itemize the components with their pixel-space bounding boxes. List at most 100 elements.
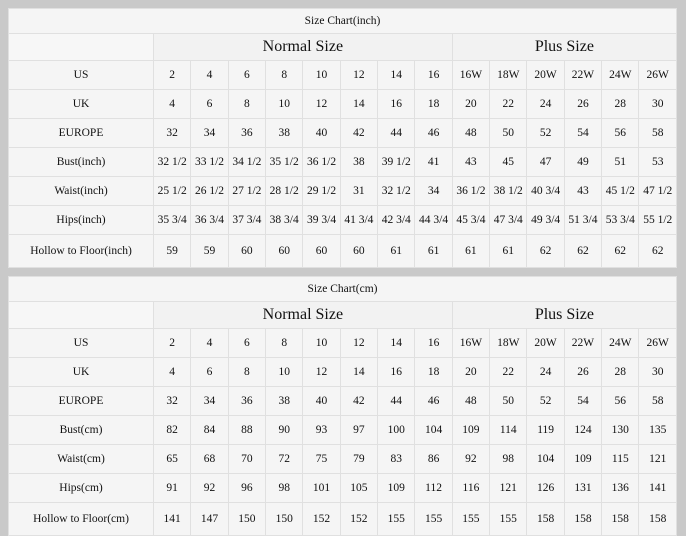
measurement-cell: 158 <box>563 502 603 536</box>
measurement-cell: 32 1/2 <box>377 176 416 206</box>
measurement-cell: 60 <box>227 234 267 268</box>
measurement-cell: 42 <box>339 386 379 416</box>
measurement-cell: 6 <box>227 60 267 90</box>
measurement-cell: 52 <box>526 386 565 416</box>
measurement-cell: 43 <box>451 147 491 177</box>
measurement-cell: 26W <box>638 60 677 90</box>
measurement-cell: 60 <box>339 234 379 268</box>
measurement-cell: 8 <box>227 89 267 119</box>
measurement-cell: 92 <box>190 473 229 503</box>
measurement-cell: 6 <box>190 357 229 387</box>
measurement-cell: 59 <box>190 234 229 268</box>
table-row: Hollow to Floor(inch) 59 59 60 60 60 60 61 61 61 6… <box>8 234 677 268</box>
measurement-cell: 49 <box>563 147 603 177</box>
measurement-cell: 35 3/4 <box>152 205 192 235</box>
measurement-cell: 2 <box>152 328 192 358</box>
measurement-cell: 20 <box>451 357 491 387</box>
measurement-cell: 101 <box>302 473 341 503</box>
measurement-cell: 131 <box>563 473 603 503</box>
measurement-cell: 91 <box>152 473 192 503</box>
measurement-cell: 83 <box>377 444 416 474</box>
measurement-cell: 18W <box>489 60 528 90</box>
group-header-normal-size: Normal Size <box>153 301 453 329</box>
measurement-cell: 16 <box>377 357 416 387</box>
row-label: EUROPE <box>8 118 154 148</box>
measurement-cell: 24W <box>601 60 640 90</box>
row-label: Bust(cm) <box>8 415 154 445</box>
measurement-cell: 10 <box>302 60 341 90</box>
measurement-cell: 8 <box>227 357 267 387</box>
measurement-cell: 100 <box>377 415 416 445</box>
measurement-cell: 86 <box>414 444 453 474</box>
measurement-cell: 14 <box>339 357 379 387</box>
measurement-cell: 6 <box>190 89 229 119</box>
measurement-cell: 75 <box>302 444 341 474</box>
row-label: Hips(cm) <box>8 473 154 503</box>
row-label: EUROPE <box>8 386 154 416</box>
measurement-cell: 126 <box>526 473 565 503</box>
measurement-cell: 93 <box>302 415 341 445</box>
measurement-cell: 26 1/2 <box>190 176 229 206</box>
measurement-cell: 22 <box>489 357 528 387</box>
measurement-cell: 44 3/4 <box>414 205 453 235</box>
measurement-cell: 59 <box>152 234 192 268</box>
measurement-cell: 46 <box>414 118 453 148</box>
measurement-cell: 12 <box>302 357 341 387</box>
measurement-cell: 62 <box>526 234 565 268</box>
measurement-cell: 104 <box>414 415 453 445</box>
measurement-cell: 34 1/2 <box>227 147 267 177</box>
measurement-cell: 52 <box>526 118 565 148</box>
measurement-cell: 16W <box>451 60 491 90</box>
measurement-cell: 41 3/4 <box>339 205 379 235</box>
measurement-cell: 61 <box>451 234 491 268</box>
measurement-cell: 4 <box>190 328 229 358</box>
measurement-cell: 12 <box>339 328 379 358</box>
measurement-cell: 26 <box>563 357 603 387</box>
measurement-cell: 36 <box>227 118 267 148</box>
row-label: UK <box>8 357 154 387</box>
measurement-cell: 114 <box>489 415 528 445</box>
measurement-cell: 150 <box>265 502 304 536</box>
measurement-cell: 18W <box>489 328 528 358</box>
measurement-cell: 50 <box>489 386 528 416</box>
row-label: Waist(cm) <box>8 444 154 474</box>
table-row: UK 4 6 8 10 12 14 16 18 20 22 24 26 28 30 <box>8 89 677 119</box>
size-chart-cm: Size Chart(cm) Normal Size Plus Size US 2 4 6 8… <box>8 276 678 536</box>
measurement-cell: 24W <box>601 328 640 358</box>
row-label: Hollow to Floor(inch) <box>8 234 154 268</box>
measurement-cell: 31 <box>339 176 379 206</box>
measurement-cell: 36 <box>227 386 267 416</box>
measurement-cell: 33 1/2 <box>190 147 229 177</box>
measurement-cell: 115 <box>601 444 640 474</box>
measurement-cell: 158 <box>638 502 677 536</box>
measurement-cell: 24 <box>526 89 565 119</box>
measurement-cell: 41 <box>414 147 453 177</box>
measurement-cell: 61 <box>377 234 416 268</box>
measurement-cell: 96 <box>227 473 267 503</box>
measurement-cell: 4 <box>190 60 229 90</box>
measurement-cell: 39 3/4 <box>302 205 341 235</box>
row-label: US <box>8 328 154 358</box>
measurement-cell: 40 3/4 <box>526 176 565 206</box>
measurement-cell: 36 3/4 <box>190 205 229 235</box>
measurement-cell: 65 <box>152 444 192 474</box>
measurement-cell: 20W <box>526 328 565 358</box>
measurement-cell: 14 <box>377 328 416 358</box>
measurement-cell: 60 <box>302 234 341 268</box>
measurement-cell: 84 <box>190 415 229 445</box>
chart-title: Size Chart(inch) <box>8 8 677 34</box>
measurement-cell: 10 <box>265 89 304 119</box>
measurement-cell: 109 <box>377 473 416 503</box>
measurement-cell: 34 <box>414 176 453 206</box>
measurement-cell: 8 <box>265 60 304 90</box>
measurement-cell: 38 1/2 <box>489 176 528 206</box>
measurement-cell: 26 <box>563 89 603 119</box>
measurement-cell: 38 <box>265 386 304 416</box>
table-row: Hips(cm) 91 92 96 98 101 105 109 112 116 121 126 131… <box>8 473 677 503</box>
measurement-cell: 35 1/2 <box>265 147 304 177</box>
measurement-cell: 36 1/2 <box>302 147 341 177</box>
measurement-cell: 98 <box>265 473 304 503</box>
row-label: Bust(inch) <box>8 147 154 177</box>
table-row: EUROPE 32 34 36 38 40 42 44 46 48 50 52 54 56 58 <box>8 118 677 148</box>
measurement-cell: 152 <box>339 502 379 536</box>
